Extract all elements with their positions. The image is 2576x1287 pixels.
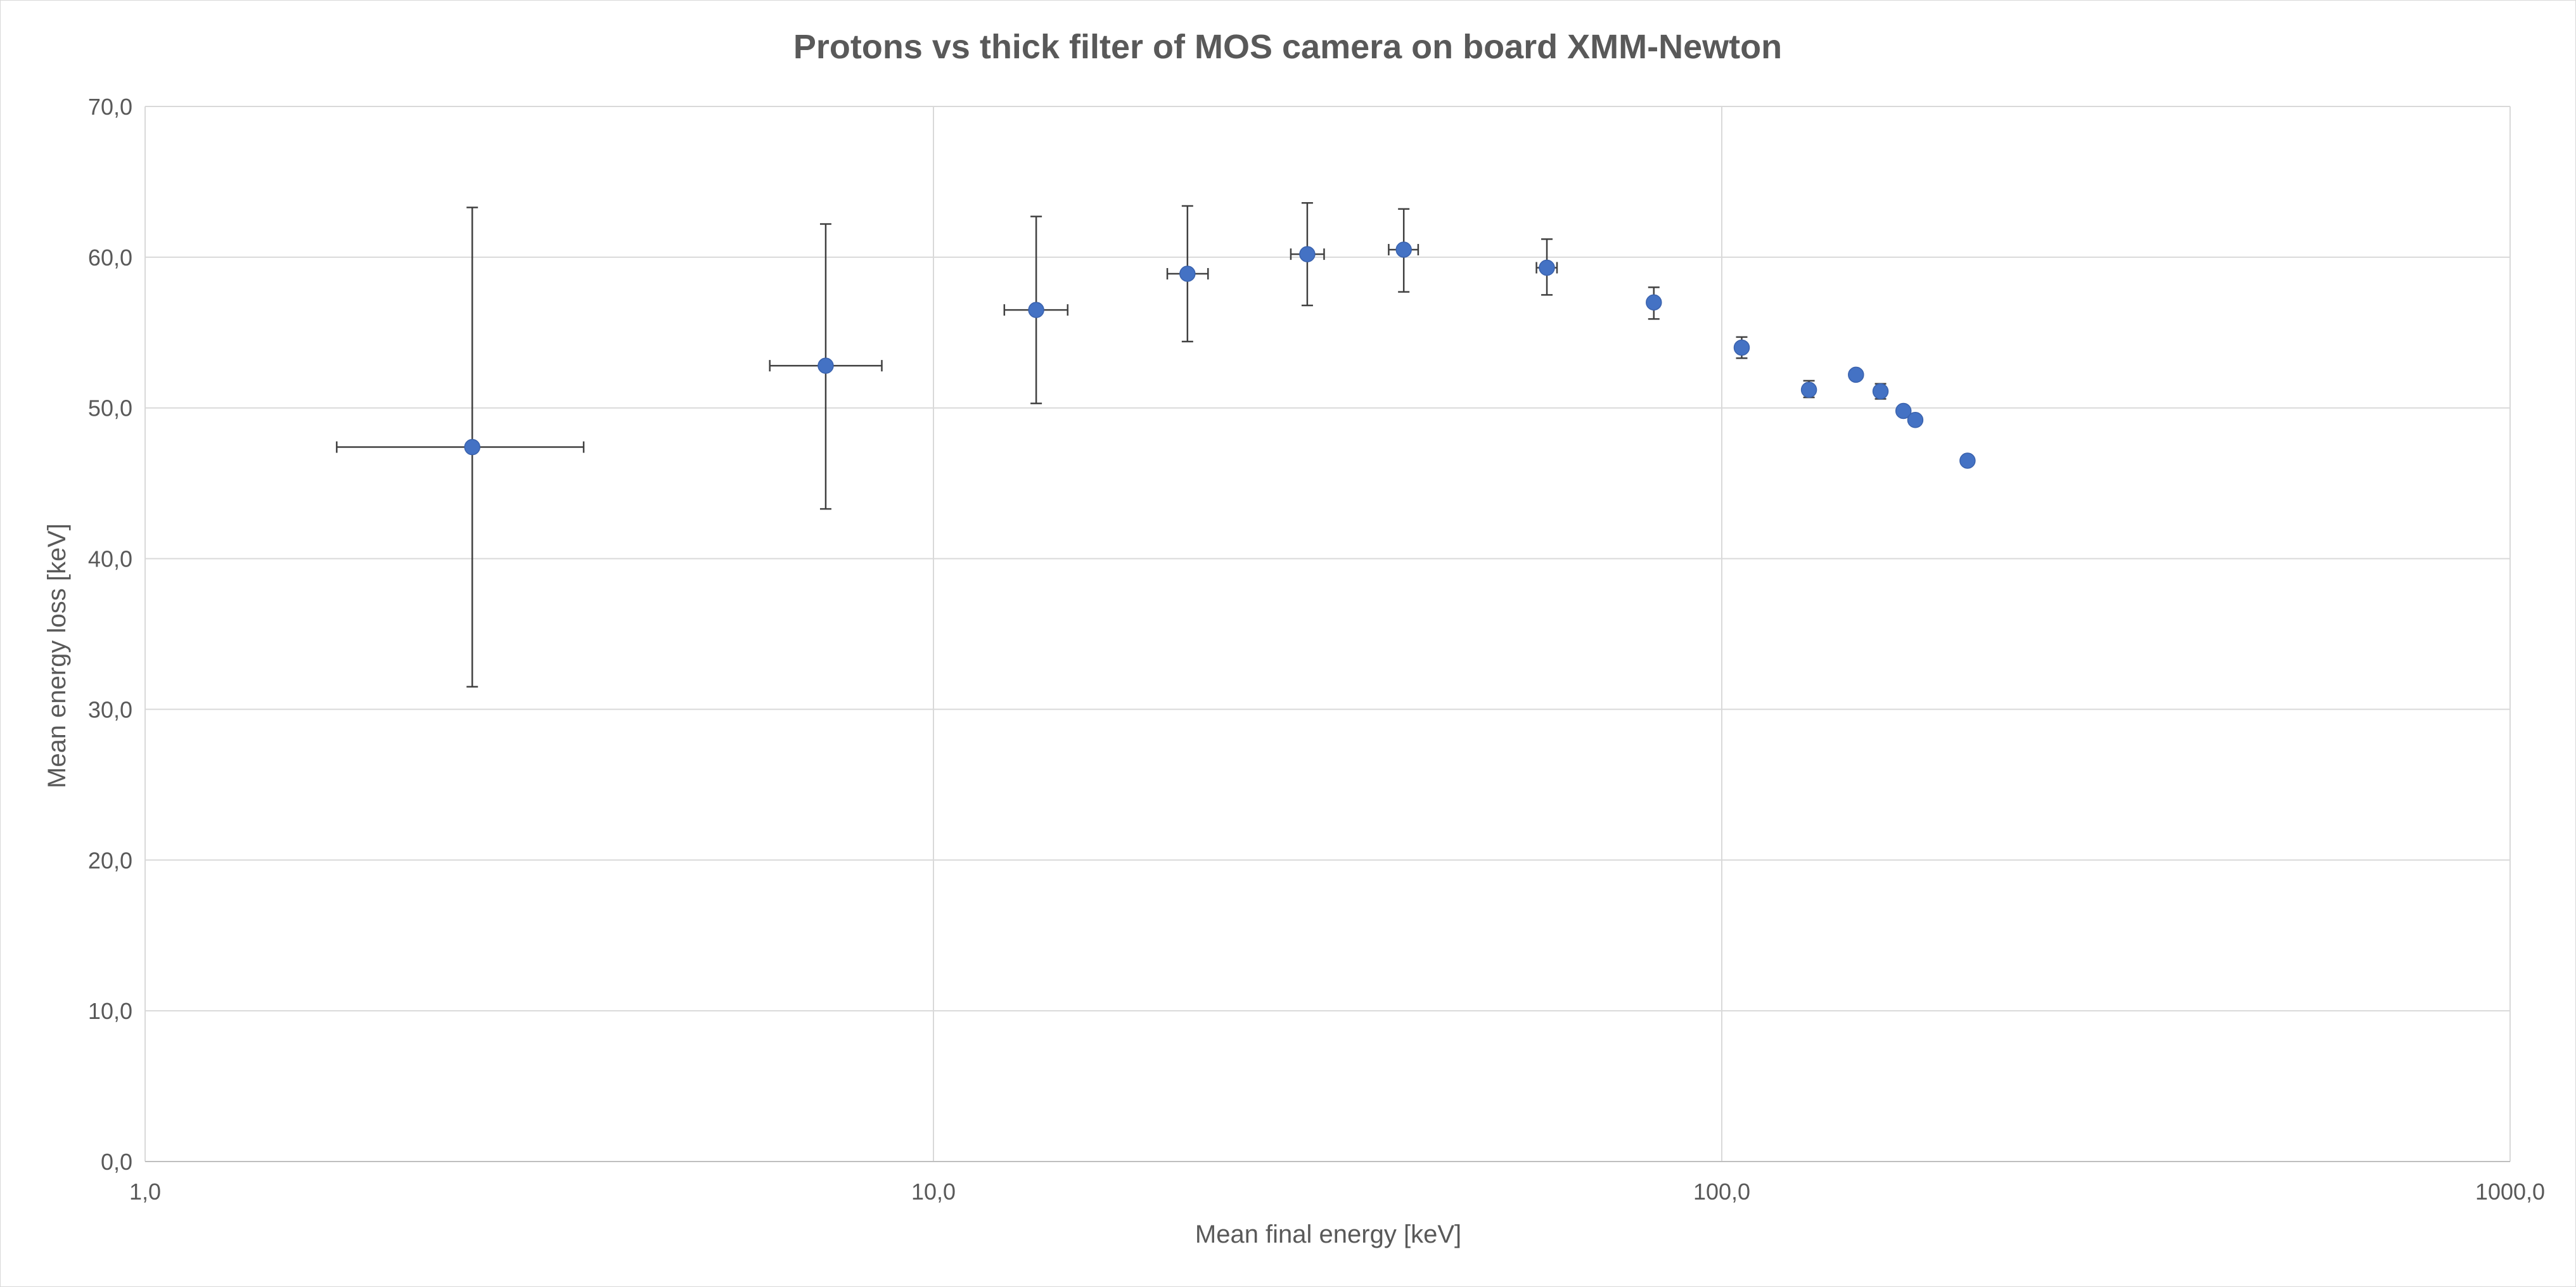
data-point — [1646, 294, 1662, 311]
data-point — [1179, 266, 1196, 282]
y-tick-label: 0,0 — [101, 1149, 132, 1175]
data-point — [1872, 383, 1889, 400]
x-tick-label: 1,0 — [129, 1179, 161, 1205]
y-tick-label: 60,0 — [88, 245, 132, 271]
x-axis-label: Mean final energy [keV] — [1195, 1220, 1461, 1248]
x-tick-label: 1000,0 — [2475, 1179, 2545, 1205]
data-point — [1895, 402, 1912, 419]
data-point — [1848, 366, 1864, 383]
data-point — [464, 439, 480, 456]
y-tick-label: 70,0 — [88, 94, 132, 120]
data-point — [1539, 259, 1555, 276]
data-point — [1800, 381, 1817, 398]
y-axis-label: Mean energy loss [keV] — [43, 523, 71, 788]
data-point — [1733, 339, 1750, 356]
y-tick-label: 40,0 — [88, 546, 132, 572]
data-point — [1299, 246, 1316, 262]
y-tick-label: 30,0 — [88, 696, 132, 722]
x-tick-label: 10,0 — [911, 1179, 956, 1205]
data-point — [1028, 302, 1044, 318]
y-tick-label: 50,0 — [88, 395, 132, 421]
data-point — [1395, 241, 1412, 258]
y-tick-label: 10,0 — [88, 998, 132, 1024]
data-point — [1907, 411, 1924, 428]
ticks-layer: 0,0 10,0 20,0 30,0 40,0 50,0 60,0 70,0 1,0 10,0 10… — [88, 94, 2545, 1205]
x-tick-label: 100,0 — [1693, 1179, 1750, 1205]
chart-title: Protons vs thick filter of MOS camera on… — [793, 28, 1782, 66]
data-point — [1959, 452, 1976, 469]
points-layer — [464, 241, 1976, 469]
y-tick-label: 20,0 — [88, 847, 132, 873]
grid-layer — [144, 106, 2511, 1162]
error-bar-layer — [336, 202, 1973, 688]
data-point — [817, 357, 834, 374]
